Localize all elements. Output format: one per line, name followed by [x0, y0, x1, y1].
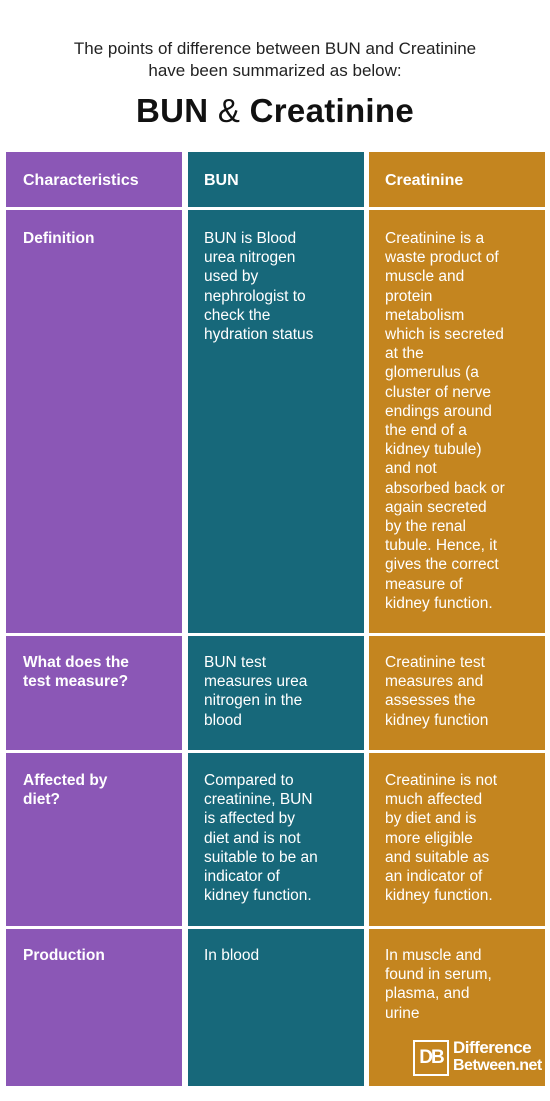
text-line: indicator of — [204, 868, 280, 886]
bun-affected-by-diet: Compared to creatinine, BUN is affected … — [204, 771, 318, 905]
text-line: at the — [385, 345, 424, 363]
text-line: muscle and — [385, 268, 465, 286]
logo-line-2: Between.net — [453, 1057, 542, 1074]
text-line: measures urea — [204, 673, 308, 691]
text-line: protein — [385, 287, 433, 305]
label-line: What does the — [23, 654, 129, 671]
label-line: Definition — [23, 230, 95, 247]
bun-production: In blood — [204, 946, 259, 965]
text-line: by the renal — [385, 518, 466, 536]
creatinine-production: In muscle and found in serum, plasma, an… — [385, 946, 492, 1023]
creatinine-test-measure: Creatinine test measures and assesses th… — [385, 653, 488, 730]
text-line: diet and is not — [204, 829, 301, 847]
text-line: Creatinine is not — [385, 772, 498, 789]
bun-test-measure: BUN test measures urea nitrogen in the b… — [204, 653, 307, 730]
text-line: which is secreted — [385, 326, 504, 344]
row-label-definition: Definition — [23, 229, 94, 248]
title-ampersand: & — [217, 92, 241, 129]
text-line: an indicator of — [385, 868, 483, 886]
row-divider — [6, 750, 545, 753]
text-line: kidney function. — [204, 887, 312, 905]
title-left: BUN — [135, 92, 209, 129]
text-line: tubule. Hence, it — [385, 537, 498, 555]
title-right: Creatinine — [249, 92, 415, 129]
logo-mark: DB — [413, 1040, 449, 1076]
text-line: urine — [385, 1004, 420, 1022]
text-line: BUN test — [204, 654, 267, 671]
text-line: check the — [204, 306, 271, 324]
creatinine-affected-by-diet: Creatinine is not much affected by diet … — [385, 771, 497, 905]
creatinine-definition: Creatinine is a waste product of muscle … — [385, 229, 505, 613]
text-line: the end of a — [385, 422, 467, 440]
text-line: measures and — [385, 673, 484, 691]
label-line: diet? — [23, 791, 61, 809]
row-label-affected-by-diet: Affected by diet? — [23, 771, 107, 809]
text-line: BUN is Blood — [204, 230, 297, 247]
text-line: endings around — [385, 402, 492, 420]
bun-definition: BUN is Blood urea nitrogen used by nephr… — [204, 229, 313, 344]
text-line: and suitable as — [385, 848, 490, 866]
text-line: hydration status — [204, 326, 314, 344]
text-line: absorbed back or — [385, 479, 505, 497]
bun-column — [188, 152, 364, 1086]
header-bun: BUN — [204, 172, 239, 189]
text-line: blood — [204, 711, 242, 729]
text-line: Compared to — [204, 772, 294, 789]
characteristics-column — [6, 152, 182, 1086]
text-line: nitrogen in the — [204, 692, 303, 710]
row-divider — [6, 633, 545, 636]
text-line: metabolism — [385, 306, 465, 324]
label-line: Production — [23, 947, 105, 964]
label-line: test measure? — [23, 673, 129, 691]
text-line: and not — [385, 460, 437, 478]
differencebetween-logo: DB Difference Between.net — [413, 1038, 542, 1078]
header-creatinine: Creatinine — [385, 172, 464, 189]
text-line: Creatinine is a — [385, 230, 485, 247]
text-line: much affected — [385, 791, 483, 809]
text-line: is affected by — [204, 810, 296, 828]
text-line: more eligible — [385, 829, 473, 847]
row-label-test-measure: What does the test measure? — [23, 653, 129, 691]
page-title: BUN & Creatinine — [0, 92, 550, 130]
text-line: waste product of — [385, 249, 499, 267]
text-line: cluster of nerve — [385, 383, 491, 401]
text-line: urea nitrogen — [204, 249, 296, 267]
row-divider — [6, 926, 545, 929]
creatinine-column — [369, 152, 545, 1086]
text-line: nephrologist to — [204, 287, 306, 305]
text-line: creatinine, BUN — [204, 791, 313, 809]
text-line: kidney function. — [385, 594, 493, 612]
intro-line-2: have been summarized as below: — [148, 61, 402, 80]
text-line: Creatinine test — [385, 654, 485, 671]
intro-text: The points of difference between BUN and… — [0, 38, 550, 82]
text-line: measure of — [385, 575, 463, 593]
text-line: gives the correct — [385, 556, 499, 574]
text-line: In blood — [204, 947, 260, 964]
text-line: In muscle and — [385, 947, 482, 964]
row-label-production: Production — [23, 946, 105, 965]
row-divider — [6, 207, 545, 210]
header-characteristics: Characteristics — [23, 172, 139, 189]
text-line: suitable to be an — [204, 848, 318, 866]
logo-line-1: Difference — [453, 1038, 532, 1057]
text-line: kidney tubule) — [385, 441, 482, 459]
label-line: Affected by — [23, 772, 108, 789]
text-line: again secreted — [385, 498, 487, 516]
text-line: glomerulus (a — [385, 364, 479, 382]
text-line: assesses the — [385, 692, 476, 710]
text-line: used by — [204, 268, 259, 286]
text-line: kidney function. — [385, 887, 493, 905]
intro-line-1: The points of difference between BUN and… — [73, 39, 477, 58]
text-line: kidney function — [385, 711, 489, 729]
text-line: found in serum, — [385, 966, 492, 984]
text-line: plasma, and — [385, 985, 470, 1003]
text-line: by diet and is — [385, 810, 477, 828]
